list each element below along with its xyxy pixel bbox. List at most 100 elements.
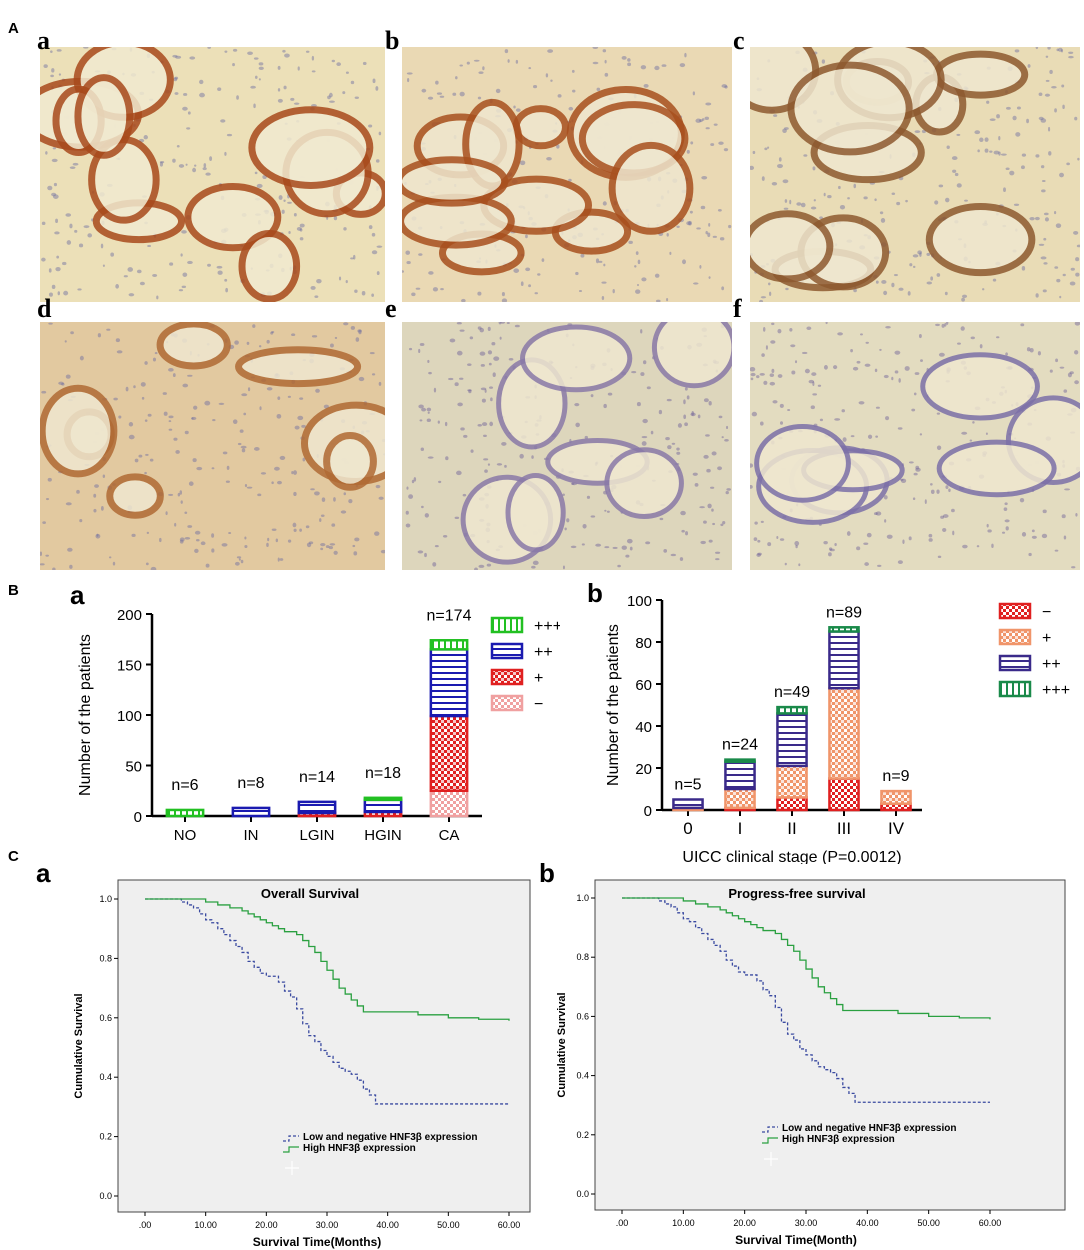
y-tick-label: 0.6 xyxy=(576,1011,589,1021)
chart-title: Progress-free survival xyxy=(728,886,865,901)
micrograph-e-image xyxy=(402,322,732,570)
x-tick-label: CA xyxy=(439,827,460,844)
survival-line xyxy=(145,898,509,1105)
x-tick-label: 60.00 xyxy=(498,1220,521,1230)
survival-chart-ca: a 0.0 0.2 0.4 0.6 0.8 1.0 .00 10.00 20.00 30.00 40.… xyxy=(36,858,531,1249)
micrograph-f-image xyxy=(750,322,1080,570)
micrograph-b xyxy=(402,47,732,302)
x-tick-label: 20.00 xyxy=(255,1220,278,1230)
x-tick-label: III xyxy=(837,819,851,838)
micrograph-c-image xyxy=(750,47,1080,302)
panel-letter: b xyxy=(539,858,555,888)
x-tick-label: 0 xyxy=(683,819,692,838)
x-tick-label: NO xyxy=(174,827,197,844)
x-tick-label: 50.00 xyxy=(437,1220,460,1230)
x-tick-label: 30.00 xyxy=(795,1218,818,1228)
legend-label: High HNF3β expression xyxy=(782,1134,895,1145)
bar-n-label: n=174 xyxy=(427,607,472,624)
micrograph-c xyxy=(750,47,1080,302)
bar-segment xyxy=(828,777,860,812)
survival-line xyxy=(622,897,990,1103)
bar-n-label: n=49 xyxy=(774,684,810,701)
x-tick-label: 30.00 xyxy=(316,1220,339,1230)
y-tick-label: 100 xyxy=(627,593,652,610)
y-tick-label: 0 xyxy=(134,809,142,826)
bar-n-label: n=6 xyxy=(171,777,198,794)
bar-segment xyxy=(724,758,756,763)
bar-segment xyxy=(828,686,860,780)
bar-segment xyxy=(776,764,808,799)
bar-segment xyxy=(724,760,756,791)
bar-n-label: n=24 xyxy=(722,737,758,754)
bar-segment xyxy=(363,796,403,802)
y-axis-label: Cumulative Survival xyxy=(73,993,85,1098)
panel-letter: a xyxy=(70,582,85,610)
y-axis-label: Cumulative Survival xyxy=(556,992,568,1097)
x-tick-label: IV xyxy=(888,819,905,838)
x-axis-label: Survival Time(Months) xyxy=(253,1235,381,1249)
micrograph-label-c: c xyxy=(733,26,745,55)
micrograph-label-f: f xyxy=(733,294,742,323)
legend-label: Low and negative HNF3β expression xyxy=(303,1132,477,1143)
x-axis-label: UICC clinical stage (P=0.0012) xyxy=(682,849,901,864)
y-tick-label: 0.4 xyxy=(576,1071,589,1081)
micrograph-label-e: e xyxy=(385,294,397,323)
legend-label: − xyxy=(534,696,543,713)
y-tick-label: 0.8 xyxy=(576,952,589,962)
x-tick-label: I xyxy=(738,819,743,838)
bar-n-label: n=14 xyxy=(299,769,335,786)
plot-area xyxy=(117,879,531,1213)
y-axis-label: Number of the patients xyxy=(77,634,94,796)
y-tick-label: 0 xyxy=(644,803,652,820)
legend-line xyxy=(283,1146,299,1153)
x-tick-label: 20.00 xyxy=(733,1218,756,1228)
micrograph-label-b: b xyxy=(385,26,400,55)
legend-swatch xyxy=(490,694,524,712)
survival-line xyxy=(622,897,991,1020)
y-tick-label: 60 xyxy=(635,677,652,694)
legend-label: + xyxy=(534,670,543,687)
y-tick-label: 1.0 xyxy=(576,893,589,903)
bar-n-label: n=18 xyxy=(365,765,401,782)
plot-area xyxy=(594,879,1066,1211)
y-tick-label: 0.4 xyxy=(99,1072,112,1082)
survival-chart-cb: b 0.0 0.2 0.4 0.6 0.8 1.0 .00 10.00 20.00 30.00 40.… xyxy=(539,858,1066,1247)
panel-letter: b xyxy=(587,582,603,608)
legend-line xyxy=(283,1135,299,1142)
legend-swatch xyxy=(490,616,524,634)
x-tick-label: 40.00 xyxy=(376,1220,399,1230)
y-tick-label: 40 xyxy=(635,719,652,736)
y-tick-label: 150 xyxy=(117,658,142,675)
legend-line xyxy=(762,1137,778,1144)
legend-swatch xyxy=(490,668,524,686)
x-tick-label: II xyxy=(787,819,796,838)
x-tick-label: LGIN xyxy=(299,827,334,844)
bar-segment xyxy=(231,806,271,818)
bar-segment xyxy=(165,808,205,818)
bar-n-label: n=5 xyxy=(674,777,701,794)
micrograph-label-d: d xyxy=(37,294,52,323)
y-tick-label: 100 xyxy=(117,708,142,725)
bar-segment xyxy=(429,648,469,718)
bar-chart-ba: a 0 50 100 150 200 Number of the patients NO n=6… xyxy=(70,582,560,844)
x-tick-label: HGIN xyxy=(364,827,402,844)
x-tick-label: 40.00 xyxy=(856,1218,879,1228)
bar-segment xyxy=(776,712,808,768)
micrograph-f xyxy=(750,322,1080,570)
legend-swatch xyxy=(998,680,1032,698)
survival-line xyxy=(145,898,510,1021)
y-tick-label: 0.2 xyxy=(99,1132,112,1142)
y-tick-label: 200 xyxy=(117,607,142,624)
bar-segment xyxy=(363,798,403,814)
panel-label-C: C xyxy=(8,848,19,865)
y-tick-label: 1.0 xyxy=(99,894,112,904)
x-tick-label: IN xyxy=(244,827,259,844)
y-tick-label: 0.0 xyxy=(99,1191,112,1201)
bar-n-label: n=89 xyxy=(826,604,862,621)
bar-segment xyxy=(828,630,860,690)
bar-segment xyxy=(429,639,469,651)
micrograph-d-image xyxy=(40,322,385,570)
micrograph-b-image xyxy=(402,47,732,302)
bar-segment xyxy=(429,714,469,792)
micrograph-a xyxy=(40,47,385,302)
